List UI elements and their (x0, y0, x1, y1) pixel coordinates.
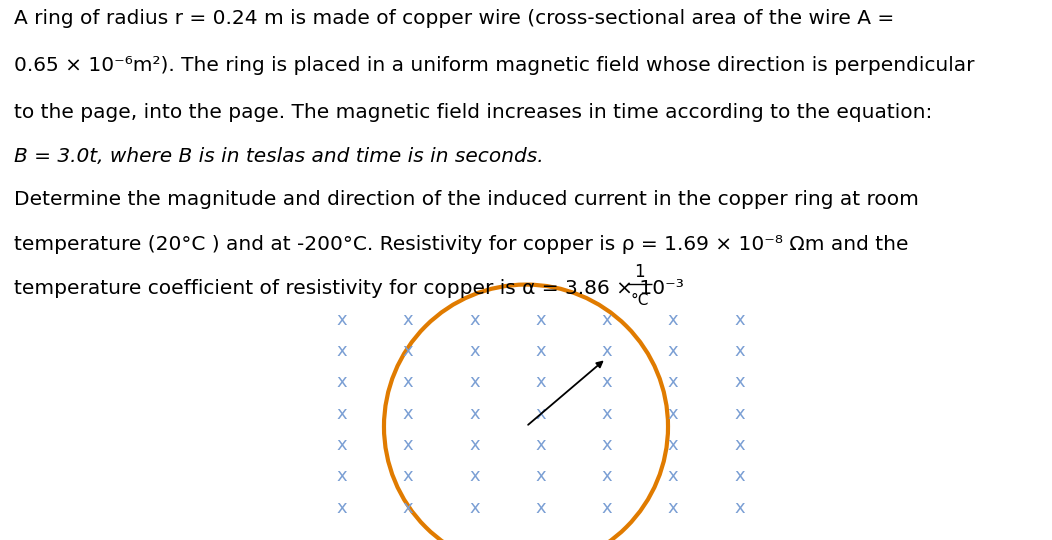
Text: Determine the magnitude and direction of the induced current in the copper ring : Determine the magnitude and direction of… (14, 190, 918, 210)
Text: x: x (403, 310, 413, 329)
Text: x: x (668, 310, 679, 329)
Text: x: x (734, 498, 745, 517)
Text: x: x (403, 342, 413, 360)
Text: to the page, into the page. The magnetic field increases in time according to th: to the page, into the page. The magnetic… (14, 103, 932, 123)
Text: x: x (602, 404, 612, 423)
Text: x: x (403, 467, 413, 485)
Text: x: x (535, 404, 546, 423)
Text: temperature coefficient of resistivity for copper is α = 3.86 × 10⁻³: temperature coefficient of resistivity f… (14, 279, 684, 298)
Text: x: x (668, 498, 679, 517)
Text: x: x (734, 310, 745, 329)
Text: B = 3.0t, where B is in teslas and time is in seconds.: B = 3.0t, where B is in teslas and time … (14, 147, 543, 166)
Text: x: x (535, 342, 546, 360)
Text: x: x (337, 342, 347, 360)
Text: x: x (668, 467, 679, 485)
Text: x: x (337, 436, 347, 454)
Text: 1: 1 (634, 263, 645, 281)
Text: x: x (535, 373, 546, 392)
Text: x: x (535, 436, 546, 454)
Text: x: x (602, 310, 612, 329)
Text: °C: °C (630, 293, 649, 308)
Text: x: x (469, 310, 480, 329)
Text: x: x (668, 342, 679, 360)
Text: x: x (403, 498, 413, 517)
Text: x: x (535, 310, 546, 329)
Text: x: x (469, 498, 480, 517)
Text: temperature (20°C ) and at -200°C. Resistivity for copper is ρ = 1.69 × 10⁻⁸ Ωm : temperature (20°C ) and at -200°C. Resis… (14, 234, 908, 254)
Text: x: x (469, 467, 480, 485)
Text: x: x (469, 342, 480, 360)
Text: x: x (602, 342, 612, 360)
Text: x: x (668, 404, 679, 423)
Text: x: x (403, 373, 413, 392)
Text: x: x (734, 373, 745, 392)
Text: x: x (734, 342, 745, 360)
Text: A ring of radius r = 0.24 m is made of copper wire (cross-sectional area of the : A ring of radius r = 0.24 m is made of c… (14, 9, 894, 29)
Text: x: x (734, 404, 745, 423)
Text: x: x (337, 310, 347, 329)
Text: x: x (602, 498, 612, 517)
Text: x: x (734, 436, 745, 454)
Text: x: x (602, 373, 612, 392)
Text: x: x (403, 404, 413, 423)
Text: x: x (602, 467, 612, 485)
Text: x: x (337, 373, 347, 392)
Text: x: x (469, 436, 480, 454)
Text: x: x (469, 404, 480, 423)
Text: x: x (337, 404, 347, 423)
Text: x: x (734, 467, 745, 485)
Text: x: x (668, 436, 679, 454)
Text: x: x (337, 498, 347, 517)
Text: 0.65 × 10⁻⁶m²). The ring is placed in a uniform magnetic field whose direction i: 0.65 × 10⁻⁶m²). The ring is placed in a … (14, 56, 974, 76)
Text: x: x (337, 467, 347, 485)
Text: x: x (535, 498, 546, 517)
Text: x: x (535, 467, 546, 485)
Text: x: x (403, 436, 413, 454)
Text: x: x (469, 373, 480, 392)
Text: x: x (668, 373, 679, 392)
Text: x: x (602, 436, 612, 454)
